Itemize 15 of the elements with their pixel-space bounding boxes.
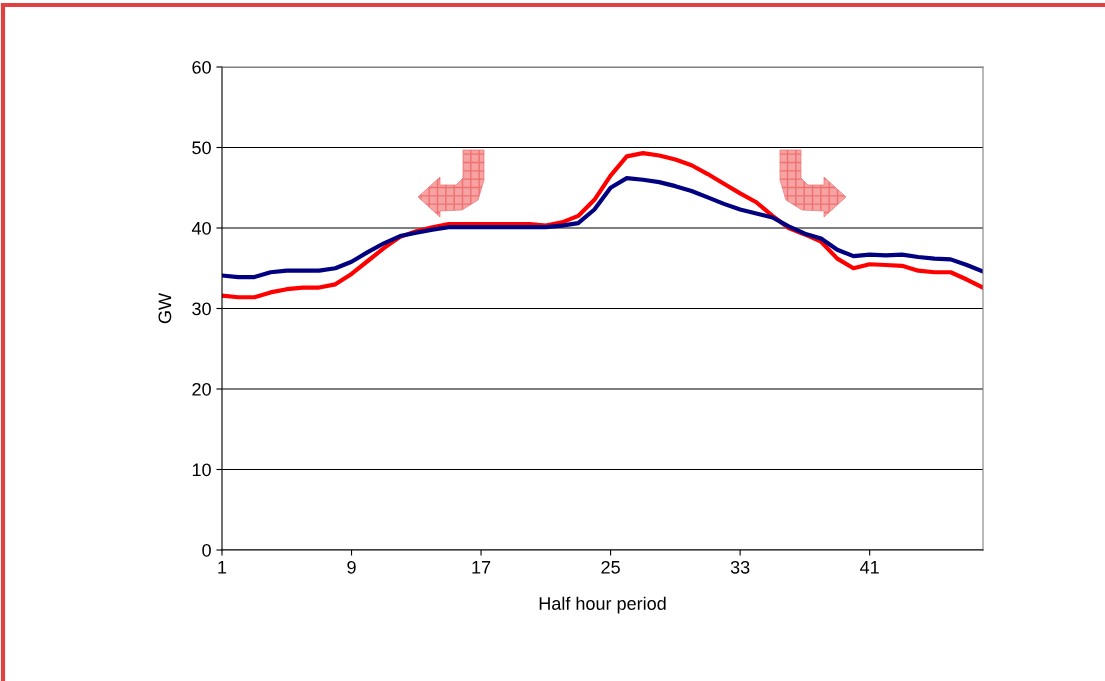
x-tick-label: 41 (860, 561, 879, 574)
x-tick-label: 25 (601, 560, 620, 574)
y-tick-label: 20 (192, 382, 211, 396)
y-tick-label: 40 (191, 221, 211, 235)
x-axis-title: Half hour period (539, 596, 666, 614)
y-tick-label: 0 (202, 543, 211, 557)
y-axis-title: GW (158, 293, 172, 324)
x-tick-label: 1 (218, 561, 227, 574)
y-tick-label: 10 (192, 463, 211, 477)
y-tick-label: 60 (192, 60, 211, 74)
x-tick-label: 17 (472, 561, 491, 574)
x-tick-label: 33 (730, 560, 750, 574)
x-tick-label: 9 (347, 560, 356, 574)
y-tick-label: 30 (192, 302, 211, 316)
y-tick-label: 50 (192, 141, 211, 155)
